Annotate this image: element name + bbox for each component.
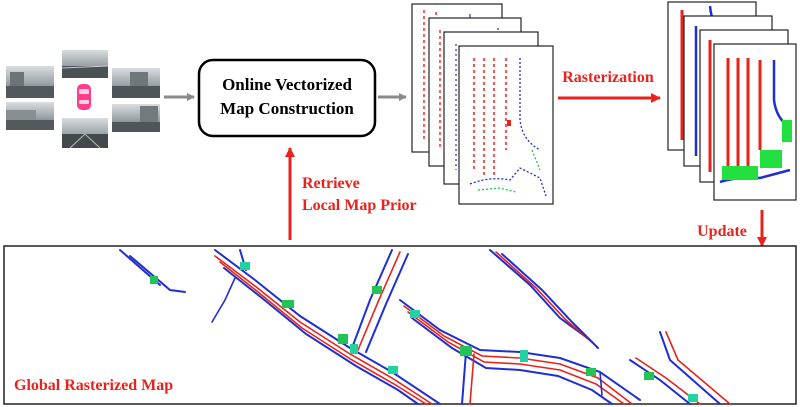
online-vectorized-map-construction-box: Online Vectorized Map Construction <box>197 58 377 138</box>
crossings <box>150 262 698 402</box>
rasterization-label: Rasterization <box>562 69 654 86</box>
box-title-line2: Map Construction <box>220 99 354 118</box>
global-rasterized-map: Global Rasterized Map <box>3 245 797 405</box>
vectorized-map-stack <box>411 3 554 205</box>
box-title-line1: Online Vectorized <box>222 75 352 94</box>
camera-view-icon <box>62 118 108 149</box>
camera-view-icon <box>112 104 160 132</box>
camera-view-icon <box>6 102 54 130</box>
car-icon <box>77 84 91 110</box>
retrieve-label-line2: Local Map Prior <box>302 197 417 214</box>
vector-map-page-front <box>458 45 554 205</box>
update-label: Update <box>697 223 747 240</box>
camera-view-icon <box>6 66 54 98</box>
rasterized-map-stack <box>667 1 797 201</box>
camera-view-icon <box>112 68 160 98</box>
retrieve-label-line1: Retrieve <box>302 175 360 192</box>
global-map-label: Global Rasterized Map <box>14 377 173 394</box>
raster-map-page-front <box>713 43 797 201</box>
camera-views <box>6 50 160 149</box>
camera-view-icon <box>61 50 109 78</box>
